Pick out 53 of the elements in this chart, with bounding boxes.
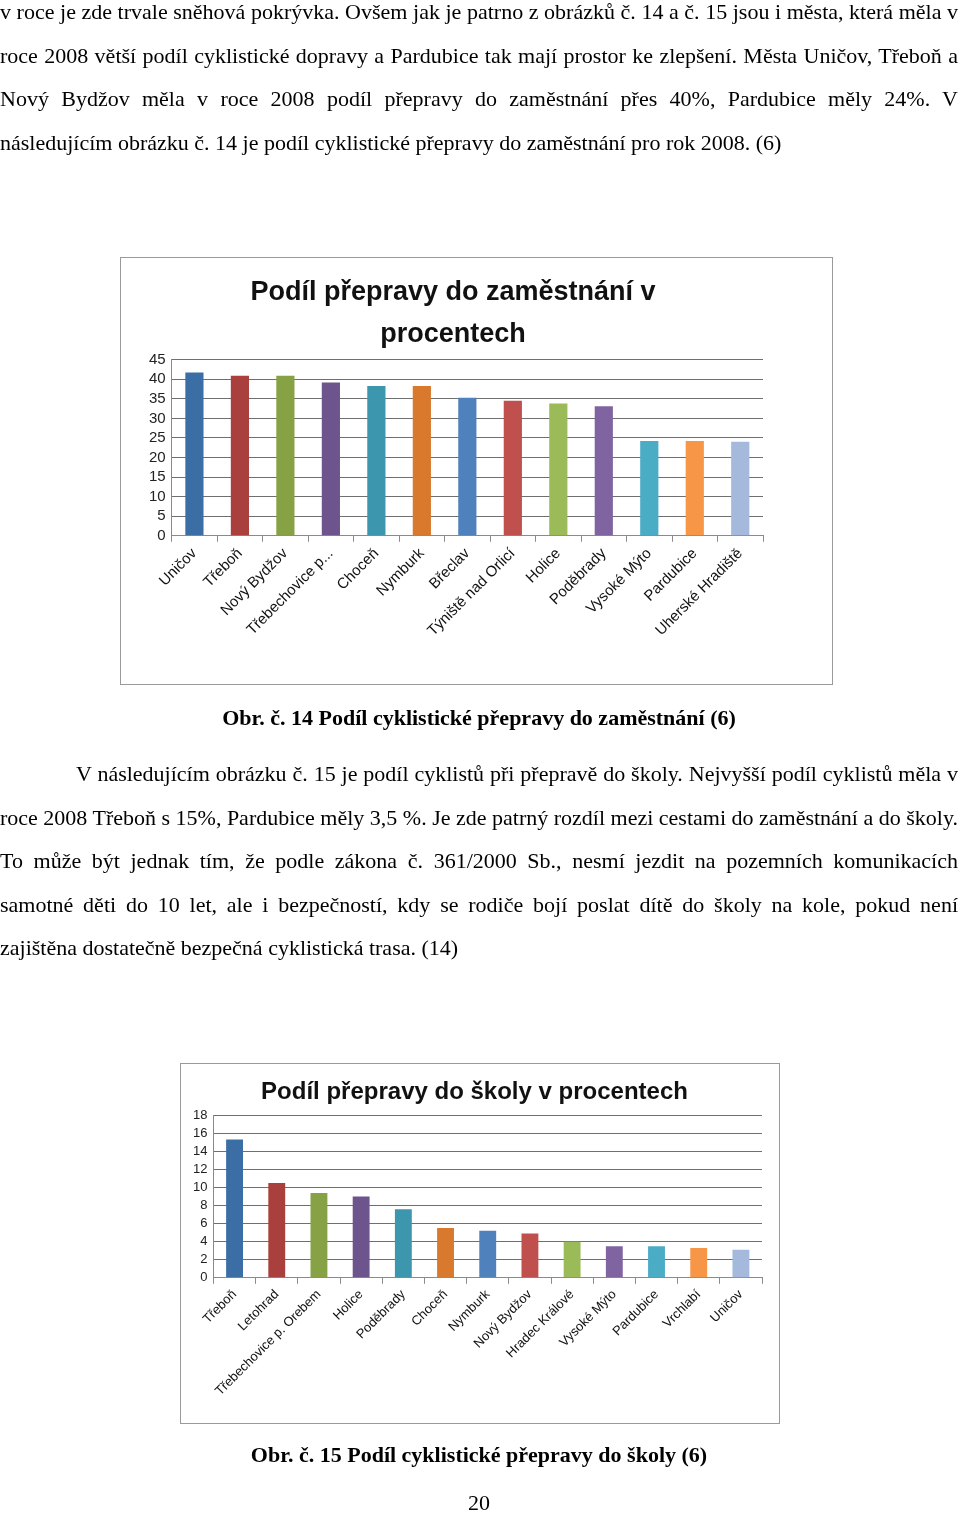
bar bbox=[352, 1196, 370, 1278]
y-tick-label: 20 bbox=[149, 447, 166, 465]
y-tick-label: 5 bbox=[157, 506, 166, 524]
chart-title: Podíl přepravy do školy v procentech bbox=[261, 1077, 688, 1105]
bar bbox=[276, 375, 295, 536]
y-tick-label: 15 bbox=[149, 467, 166, 485]
y-tick-label: 14 bbox=[192, 1142, 208, 1158]
y-tick-label: 6 bbox=[200, 1215, 208, 1231]
bar bbox=[226, 1139, 243, 1278]
bar bbox=[458, 397, 477, 536]
bar bbox=[640, 441, 659, 536]
text: V následujícím obrázku č. 15 je podíl cyklistů při přepravě do školy. Nejvyšší podíl cyklistů měla v roce 2008 Třeboň s 15%, Pardubice měly 3,5 %. Je zde patrný rozdíl mezi cestami do zaměstnání a do školy. To může být jednak tím, že podle zákona č. 361/2000 Sb., nesmí jezdit na pozemních komunikacích samotné děti do 10 let, ale i bezpečností, kdy se rodiče bojí poslat dítě do školy na kole, pokud není zajištěna dostatečně bezpečná cyklistická trasa. (14) bbox=[0, 760, 958, 962]
bar bbox=[185, 372, 204, 536]
y-tick-label: 18 bbox=[192, 1106, 208, 1122]
y-tick-label: 30 bbox=[149, 408, 166, 426]
bar bbox=[321, 382, 340, 536]
y-tick-label: 10 bbox=[149, 486, 166, 504]
bar bbox=[479, 1230, 497, 1278]
bar bbox=[685, 441, 704, 536]
text: Obr. č. 14 Podíl cyklistické přepravy do zaměstnání (6) bbox=[221, 704, 737, 732]
chart-title: Podíl přepravy do zaměstnání v procentech bbox=[250, 276, 656, 349]
bar bbox=[412, 385, 431, 536]
bar bbox=[594, 406, 613, 536]
y-tick-label: 0 bbox=[157, 525, 166, 543]
y-tick-label: 16 bbox=[192, 1124, 208, 1140]
y-tick-label: 10 bbox=[192, 1179, 208, 1195]
bar bbox=[367, 385, 386, 536]
bar bbox=[230, 375, 250, 536]
y-tick-label: 8 bbox=[200, 1197, 208, 1213]
y-tick-label: 35 bbox=[149, 388, 166, 406]
bar bbox=[549, 403, 568, 536]
y-tick-label: 12 bbox=[192, 1160, 208, 1176]
bar bbox=[437, 1228, 454, 1278]
bar bbox=[648, 1246, 665, 1278]
text: Obr. č. 15 Podíl cyklistické přepravy do školy (6) bbox=[249, 1441, 709, 1469]
bar bbox=[394, 1209, 412, 1278]
bar bbox=[563, 1241, 581, 1278]
bar bbox=[521, 1233, 539, 1278]
bar bbox=[732, 1249, 750, 1278]
y-tick-label: 40 bbox=[149, 369, 166, 387]
y-tick-label: 2 bbox=[200, 1251, 208, 1267]
y-tick-label: 4 bbox=[200, 1233, 208, 1249]
y-tick-label: 25 bbox=[149, 428, 166, 446]
bar bbox=[690, 1248, 708, 1278]
bar bbox=[310, 1192, 328, 1278]
text: v roce je zde trvale sněhová pokrývka. Ovšem jak je patrno z obrázků č. 14 a č. 15 jsou i města, která měla v roce 2008 větší podíl cyklistické dopravy a Pardubice tak mají prostor ke zlepšení. Města Uničov, Třeboň a Nový Bydžov měla v roce 2008 podíl přepravy do zaměstnání přes 40%, Pardubice měly 24%. V následujícím obrázku č. 14 je podíl cyklistické přepravy do zaměstnání pro rok 2008. (6) bbox=[0, 0, 958, 157]
y-tick-label: 45 bbox=[149, 349, 166, 367]
text: 20 bbox=[467, 1489, 491, 1515]
bar bbox=[731, 441, 750, 536]
bar bbox=[268, 1182, 286, 1278]
y-tick-label: 0 bbox=[200, 1269, 208, 1285]
bar bbox=[605, 1246, 623, 1278]
bar bbox=[503, 400, 522, 536]
